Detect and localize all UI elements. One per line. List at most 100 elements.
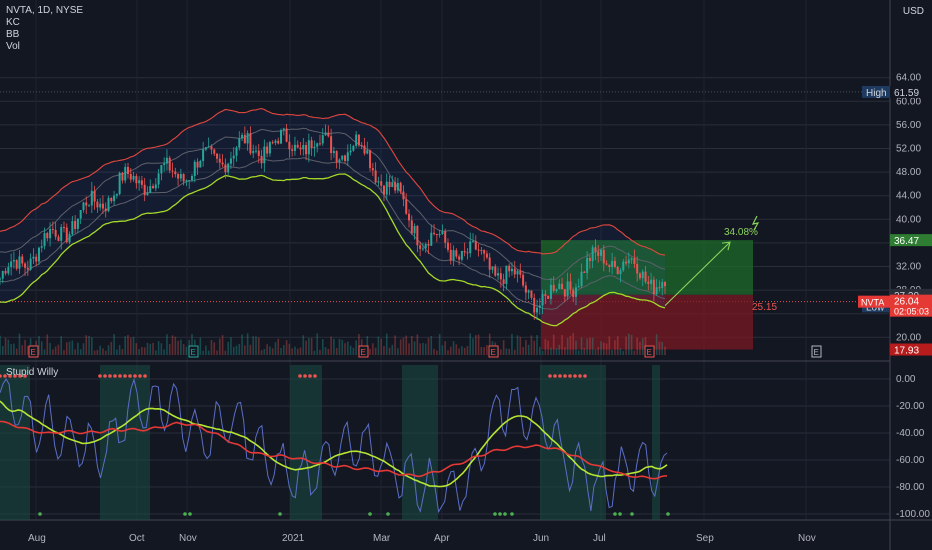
candle: [380, 181, 383, 186]
candle: [76, 218, 79, 229]
candle: [37, 247, 40, 262]
candle: [12, 259, 15, 262]
candle: [160, 165, 163, 174]
volume-bar: [118, 345, 121, 355]
legend-bb[interactable]: BB: [6, 29, 20, 40]
volume-bar: [152, 342, 154, 355]
volume-bar: [377, 336, 380, 355]
time-axis[interactable]: Aug Oct Nov 2021 Mar Apr Jun Jul Sep Nov: [28, 533, 816, 544]
countdown: 02:05:03: [894, 307, 929, 317]
earnings-marker-label: E: [491, 348, 496, 357]
price-tick: 44.00: [896, 191, 921, 202]
candle: [107, 197, 110, 212]
high-label: High: [866, 88, 887, 99]
candle: [26, 267, 29, 270]
oversold-dot: [278, 512, 282, 516]
volume-bar: [472, 338, 474, 355]
candle: [413, 225, 416, 234]
volume-bar: [0, 335, 1, 355]
volume-bar: [344, 343, 346, 355]
volume-bar: [614, 340, 616, 355]
candle: [505, 265, 508, 284]
volume-bar: [277, 338, 280, 355]
candle: [302, 145, 305, 150]
price-tick: 64.00: [896, 73, 921, 84]
volume-bar: [577, 350, 580, 355]
volume-bar: [591, 337, 594, 355]
volume-bar: [419, 343, 421, 355]
candle: [29, 258, 32, 270]
candle: [121, 172, 124, 181]
currency-label: USD: [902, 6, 924, 17]
legend-kc[interactable]: KC: [6, 17, 20, 28]
candle: [101, 203, 104, 209]
volume-bar: [163, 349, 165, 355]
earnings-marker: [488, 345, 499, 358]
candle: [210, 146, 213, 150]
candle: [257, 150, 260, 156]
bb-upper: [0, 127, 666, 281]
candle: [522, 274, 525, 286]
volume-bar: [639, 341, 641, 355]
oscillator-shade: [290, 365, 322, 520]
volume-bar: [274, 342, 277, 355]
candle: [625, 261, 628, 264]
volume-bar: [216, 350, 218, 355]
volume-bar: [374, 347, 377, 355]
alert-icon: [751, 215, 760, 231]
candle: [600, 249, 603, 256]
volume-bar: [452, 341, 455, 355]
candle: [305, 145, 308, 155]
overbought-dot: [138, 374, 142, 378]
volume-bar: [447, 350, 449, 355]
earnings-marker: [188, 345, 199, 358]
candle: [65, 227, 68, 243]
volume-bar: [124, 336, 127, 355]
oscillator-tick: -100.00: [896, 509, 930, 520]
time-tick: 2021: [282, 533, 305, 544]
oversold-dot: [613, 512, 617, 516]
volume-bar: [550, 347, 552, 355]
candle: [591, 247, 594, 261]
volume-bar: [210, 340, 213, 355]
candle: [241, 134, 244, 139]
volume-bar: [522, 346, 524, 355]
candle: [541, 294, 544, 306]
candle: [611, 260, 614, 268]
volume-bar: [455, 344, 458, 355]
volume-bar: [54, 346, 57, 355]
volume-bar: [525, 340, 527, 355]
volume-bar: [641, 338, 644, 355]
candle: [458, 256, 461, 260]
volume-bar: [430, 336, 433, 355]
volume-bar: [227, 341, 229, 355]
overbought-dot: [558, 374, 562, 378]
symbol-title[interactable]: NVTA, 1D, NYSE: [6, 5, 84, 16]
overbought-dot: [298, 374, 302, 378]
candle: [268, 142, 271, 154]
candle: [466, 252, 469, 254]
candle: [408, 213, 411, 221]
price-axis[interactable]: 20.0024.0028.0032.0036.0040.0044.0048.00…: [858, 73, 932, 520]
volume-bar: [68, 341, 71, 355]
candle: [321, 135, 324, 144]
volume-bar: [527, 344, 530, 355]
oversold-dot: [386, 512, 390, 516]
price-tick: 20.00: [896, 332, 921, 343]
volume-bar: [288, 343, 291, 355]
earnings-marker: [358, 345, 369, 358]
volume-bar: [57, 344, 60, 355]
candle: [536, 307, 539, 313]
candle: [193, 161, 196, 176]
candle: [427, 243, 430, 246]
candle: [232, 155, 235, 159]
stop-value: 17.93: [894, 346, 919, 357]
indicator-title[interactable]: Stupid Willy: [6, 367, 59, 378]
volume-bar: [413, 341, 416, 355]
candle: [469, 241, 472, 254]
bb-lower: [0, 157, 666, 310]
legend-vol[interactable]: Vol: [6, 41, 20, 52]
overbought-dot: [123, 374, 127, 378]
